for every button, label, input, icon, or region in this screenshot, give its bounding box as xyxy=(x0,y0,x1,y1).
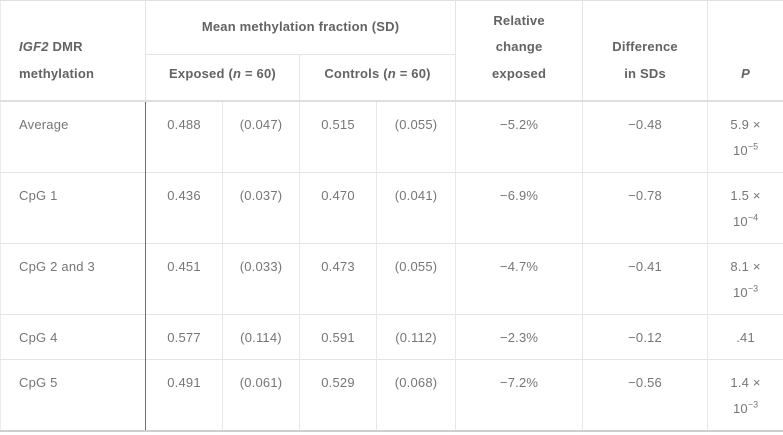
p-value-base: 8.1 × 10 xyxy=(730,258,761,300)
p-value-exponent: −3 xyxy=(747,283,759,294)
cell-controls-mean: 0.470 xyxy=(299,171,377,244)
gene-name-italic: IGF2 xyxy=(19,39,49,55)
table-header: IGF2 DMR methylation Mean methylation fr… xyxy=(0,0,783,101)
cell-exposed-sd: (0.114) xyxy=(222,313,300,360)
cell-relative-change: −7.2% xyxy=(455,358,583,431)
column-header-p-value: P xyxy=(741,66,750,81)
cell-p-value: 5.9 × 10−5 xyxy=(707,99,783,173)
exposed-label-pre: Exposed ( xyxy=(169,66,233,81)
row-label: Average xyxy=(0,99,146,173)
header-row-top: IGF2 DMR methylation Mean methylation fr… xyxy=(0,0,783,101)
cell-controls-sd: (0.068) xyxy=(375,358,456,431)
cell-exposed-sd: (0.037) xyxy=(222,171,300,244)
column-header-exposed: Exposed (n = 60) xyxy=(145,54,300,101)
table-row-average: Average 0.488 (0.047) 0.515 (0.055) −5.2… xyxy=(0,99,783,173)
p-value-exponent: −5 xyxy=(747,141,759,152)
cell-exposed-mean: 0.436 xyxy=(145,171,223,244)
cell-controls-sd: (0.055) xyxy=(375,242,456,315)
table-body: Average 0.488 (0.047) 0.515 (0.055) −5.2… xyxy=(0,99,783,431)
table-row-cpg1: CpG 1 0.436 (0.037) 0.470 (0.041) −6.9% … xyxy=(0,171,783,244)
column-header-relative-change: Relative change exposed xyxy=(455,0,584,101)
cell-p-value: .41 xyxy=(707,313,783,360)
cell-controls-mean: 0.591 xyxy=(299,313,377,360)
cell-controls-sd: (0.112) xyxy=(375,313,456,360)
exposed-n-italic: n xyxy=(232,66,242,81)
cell-p-value: 1.4 × 10−3 xyxy=(707,358,783,431)
cell-difference-sds: −0.56 xyxy=(582,358,708,431)
p-value-exponent: −4 xyxy=(747,212,759,223)
column-group-header-mean-methylation: Mean methylation fraction (SD) xyxy=(145,0,457,55)
table-row-cpg5: CpG 5 0.491 (0.061) 0.529 (0.068) −7.2% … xyxy=(0,358,783,431)
p-value-base: 1.5 × 10 xyxy=(730,187,761,229)
cell-relative-change: −5.2% xyxy=(455,99,583,173)
cell-p-value: 8.1 × 10−3 xyxy=(707,242,783,315)
exposed-label-post: = 60) xyxy=(241,66,276,81)
cell-relative-change: −6.9% xyxy=(455,171,583,244)
cell-difference-sds: −0.48 xyxy=(582,99,708,173)
cell-exposed-sd: (0.061) xyxy=(222,358,300,431)
cell-exposed-mean: 0.488 xyxy=(145,99,223,173)
controls-n-italic: n xyxy=(387,66,396,81)
p-value-base: 5.9 × 10 xyxy=(730,116,761,158)
cell-controls-mean: 0.515 xyxy=(299,99,377,173)
cell-controls-sd: (0.055) xyxy=(375,99,456,173)
p-value-exponent: −3 xyxy=(747,399,759,410)
cell-p-value: 1.5 × 10−4 xyxy=(707,171,783,244)
row-label: CpG 2 and 3 xyxy=(0,242,146,315)
cell-exposed-mean: 0.577 xyxy=(145,313,223,360)
column-header-controls: Controls (n = 60) xyxy=(299,54,457,101)
cell-relative-change: −2.3% xyxy=(455,313,583,360)
cell-exposed-mean: 0.491 xyxy=(145,358,223,431)
cell-exposed-sd: (0.033) xyxy=(222,242,300,315)
cell-difference-sds: −0.12 xyxy=(582,313,708,360)
cell-controls-mean: 0.473 xyxy=(299,242,377,315)
row-label: CpG 1 xyxy=(0,171,146,244)
cell-difference-sds: −0.41 xyxy=(582,242,708,315)
relative-change-label: Relative change exposed xyxy=(491,12,547,81)
header-row-sub: Exposed (n = 60) Controls (n = 60) xyxy=(1,54,783,101)
column-header-igf2-dmr-methylation: IGF2 DMR methylation xyxy=(0,0,146,101)
table-row-cpg2and3: CpG 2 and 3 0.451 (0.033) 0.473 (0.055) … xyxy=(0,242,783,315)
cell-difference-sds: −0.78 xyxy=(582,171,708,244)
row-label: CpG 4 xyxy=(0,313,146,360)
cell-relative-change: −4.7% xyxy=(455,242,583,315)
table-row-cpg4: CpG 4 0.577 (0.114) 0.591 (0.112) −2.3% … xyxy=(0,313,783,360)
difference-label: Difference in SDs xyxy=(612,39,678,81)
p-value-base: 1.4 × 10 xyxy=(730,374,761,416)
cell-exposed-sd: (0.047) xyxy=(222,99,300,173)
row-label: CpG 5 xyxy=(0,358,146,431)
controls-label-pre: Controls ( xyxy=(324,66,388,81)
stub-header-rest: DMR methylation xyxy=(19,39,95,81)
cell-controls-sd: (0.041) xyxy=(375,171,456,244)
column-header-difference-in-sds: Difference in SDs xyxy=(582,0,709,101)
controls-label-post: = 60) xyxy=(395,66,431,81)
cell-controls-mean: 0.529 xyxy=(299,358,377,431)
cell-exposed-mean: 0.451 xyxy=(145,242,223,315)
p-value-base: .41 xyxy=(736,329,755,345)
